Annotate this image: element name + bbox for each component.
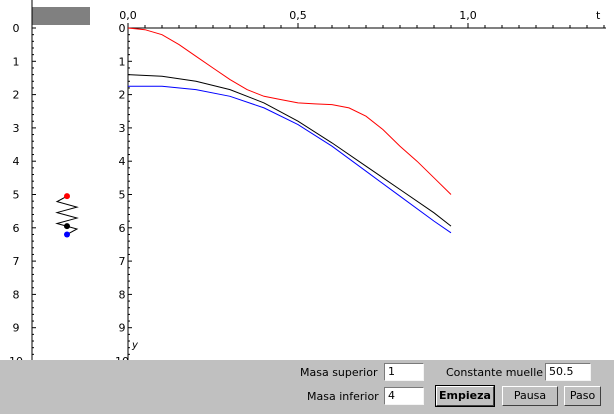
- time-axis-tick-label: 0,5: [289, 9, 307, 22]
- plot-canvas: 0,0 0,5 1,0 t 0 1 2 3 4 5 6 7 8 9 10y: [115, 9, 606, 360]
- masa-superior-input[interactable]: 1: [384, 363, 424, 381]
- masa-inferior-label: Masa inferior: [307, 390, 379, 403]
- left-scale-tick-label: 2: [13, 89, 20, 102]
- left-scale-tick-label: 4: [13, 155, 20, 168]
- time-axis-tick-label: 1,0: [459, 9, 477, 22]
- lower-mass-dot: [64, 231, 70, 238]
- pausa-button[interactable]: Pausa: [502, 386, 558, 406]
- position-axis-tick-label: 4: [119, 155, 126, 168]
- upper-mass-dot: [64, 193, 70, 200]
- masa-inferior-input[interactable]: 4: [384, 387, 424, 405]
- left-scale-tick-label: 0: [13, 22, 20, 35]
- spring-animation-canvas: 0 1 2 3 4 5 6 7 8 9 10: [9, 0, 90, 360]
- left-scale-tick-label: 7: [13, 255, 20, 268]
- position-axis-tick-label: 2: [119, 89, 126, 102]
- left-scale-tick-label: 10: [9, 355, 23, 360]
- center-of-mass-dot: [64, 223, 70, 230]
- position-axis-tick-label: 8: [119, 288, 126, 301]
- constante-muelle-input[interactable]: 50.5: [545, 363, 591, 381]
- position-axis-tick-label: 6: [119, 222, 126, 235]
- position-axis-tick-label: 9: [119, 322, 126, 335]
- lower-mass-trajectory-line: [128, 85, 452, 234]
- position-axis-tick-label: 7: [119, 255, 126, 268]
- position-axis-tick-label: 3: [119, 122, 126, 135]
- position-time-plot: 0,0 0,5 1,0 t 0 1 2 3 4 5 6 7 8 9 10y: [106, 0, 614, 360]
- left-scale-tick-label: 9: [13, 322, 20, 335]
- masa-superior-label: Masa superior: [300, 366, 378, 379]
- left-scale-tick-label: 8: [13, 288, 20, 301]
- position-axis-label: y: [131, 340, 139, 351]
- left-scale-tick-label: 6: [13, 222, 20, 235]
- left-scale-tick-label: 3: [13, 122, 20, 135]
- center-of-mass-trajectory-line: [127, 74, 452, 227]
- left-scale-tick-label: 1: [13, 55, 20, 68]
- position-axis-tick-label: 1: [119, 55, 126, 68]
- time-axis-tick-label: 0,0: [119, 9, 137, 22]
- position-axis-tick-label: 0: [119, 22, 126, 35]
- upper-mass-trajectory-line: [127, 27, 452, 195]
- empieza-button[interactable]: Empieza: [435, 385, 495, 407]
- spring-coil: [55, 195, 79, 235]
- spring-animation-panel: 0 1 2 3 4 5 6 7 8 9 10: [0, 0, 106, 360]
- constante-muelle-label: Constante muelle: [446, 366, 544, 379]
- position-axis-tick-label: 5: [119, 189, 126, 202]
- paso-button[interactable]: Paso: [564, 386, 601, 406]
- time-axis-label: t: [596, 9, 601, 22]
- left-scale-tick-label: 5: [13, 189, 20, 202]
- control-panel: Masa superior 1 Constante muelle 50.5 Ma…: [0, 360, 614, 414]
- header-bar: [32, 7, 90, 25]
- position-axis-tick-label: 10: [115, 355, 129, 360]
